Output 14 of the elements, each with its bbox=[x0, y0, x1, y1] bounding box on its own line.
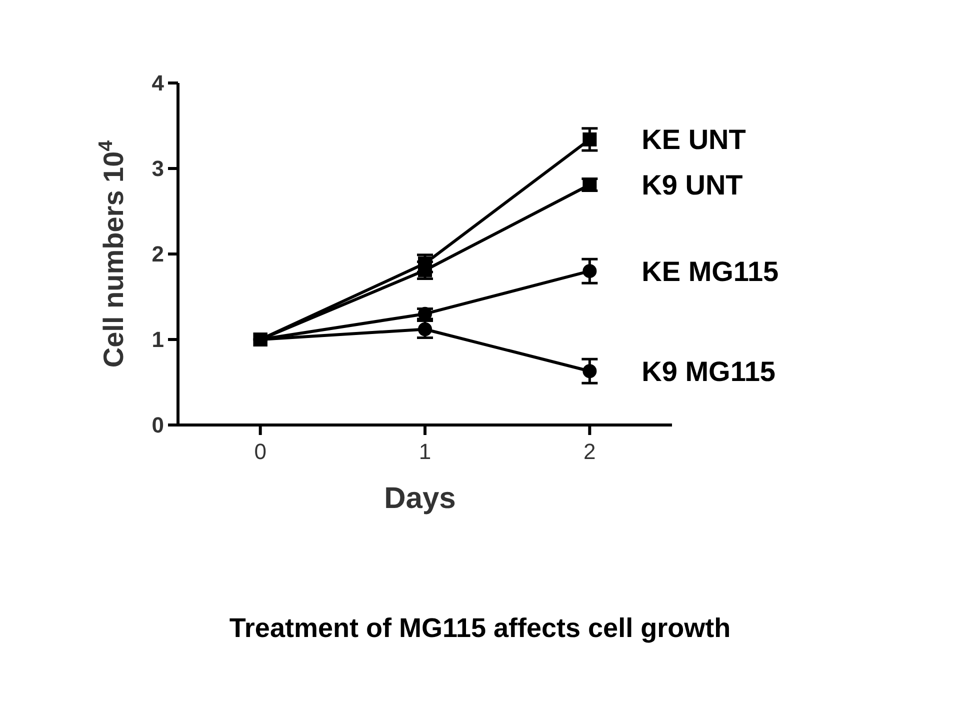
series-label: KE UNT bbox=[642, 124, 746, 156]
y-tick-label: 3 bbox=[152, 156, 164, 182]
y-tick-label: 0 bbox=[152, 412, 164, 438]
x-tick-label: 1 bbox=[418, 439, 432, 464]
y-tick-label: 1 bbox=[152, 327, 164, 352]
text: Treatment of MG115 affects cell growth bbox=[229, 613, 731, 643]
series-label: K9 UNT bbox=[642, 170, 743, 201]
series-label: KE MG115 bbox=[642, 256, 779, 287]
x-tick-label: 0 bbox=[254, 439, 266, 464]
x-tick-label: 2 bbox=[584, 439, 596, 464]
y-tick-label: 4 bbox=[152, 70, 165, 96]
y-tick-label: 2 bbox=[152, 242, 164, 267]
x-axis-title: Days bbox=[384, 482, 456, 515]
series-label: K9 MG115 bbox=[642, 356, 776, 387]
